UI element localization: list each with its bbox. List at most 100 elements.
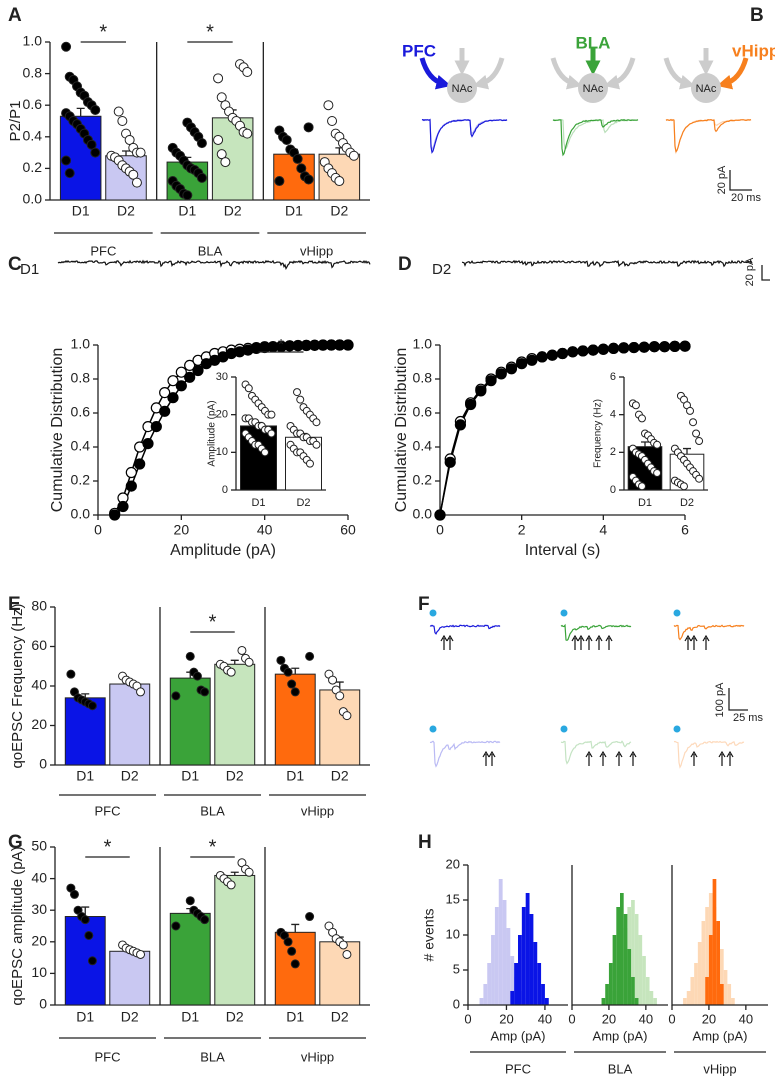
histogram-bar bbox=[697, 942, 702, 1005]
input-label: vHipp bbox=[732, 41, 775, 60]
histogram-bar bbox=[506, 928, 511, 1005]
y-tick-label: 0 bbox=[222, 484, 228, 496]
x-tick-label: D2 bbox=[117, 203, 135, 219]
y-tick-label: 0.8 bbox=[23, 64, 43, 80]
data-point bbox=[637, 414, 646, 423]
significance-label: * bbox=[206, 21, 214, 43]
data-point bbox=[692, 429, 701, 438]
histogram-bar bbox=[631, 900, 635, 1005]
x-tick-label: D2 bbox=[226, 1009, 244, 1025]
light-pulse bbox=[429, 609, 437, 617]
histogram-bar bbox=[720, 984, 724, 1005]
group-label: vHipp bbox=[300, 243, 333, 258]
y-tick-label: 0 bbox=[610, 484, 616, 496]
data-point bbox=[434, 509, 446, 521]
histogram-bar bbox=[638, 935, 643, 1005]
data-point bbox=[125, 466, 137, 479]
data-point bbox=[244, 657, 254, 667]
data-point bbox=[653, 469, 662, 478]
histogram-bar bbox=[631, 977, 635, 1005]
histogram-bar bbox=[494, 907, 499, 1005]
data-point bbox=[87, 956, 97, 966]
x-tick-label: D1 bbox=[285, 203, 303, 219]
trace bbox=[429, 624, 501, 635]
data-point bbox=[135, 147, 146, 158]
data-point bbox=[695, 474, 704, 483]
light-pulse bbox=[673, 725, 681, 733]
event-arrow bbox=[615, 750, 623, 766]
histogram-bar bbox=[510, 991, 515, 1005]
input-label: PFC bbox=[402, 41, 436, 60]
y-tick-label: 0 bbox=[39, 996, 47, 1012]
y-tick-label: 4 bbox=[610, 409, 616, 421]
x-tick-label: D2 bbox=[296, 497, 310, 509]
data-point bbox=[64, 168, 75, 179]
scale-bar bbox=[761, 265, 770, 281]
x-tick-label: 2 bbox=[518, 522, 526, 538]
group-label: vHipp bbox=[703, 1061, 736, 1076]
x-tick-label: D2 bbox=[331, 1009, 349, 1025]
y-tick-label: 0.4 bbox=[71, 438, 91, 454]
bar bbox=[319, 941, 361, 1006]
data-point bbox=[695, 437, 704, 446]
significance-label: * bbox=[104, 836, 112, 858]
data-point bbox=[131, 177, 142, 188]
data-point bbox=[175, 380, 187, 392]
event-arrow bbox=[482, 750, 490, 766]
bar bbox=[214, 874, 256, 1006]
light-pulse bbox=[560, 725, 568, 733]
data-point bbox=[628, 341, 640, 354]
data-point bbox=[242, 67, 253, 78]
y-tick-label: 10 bbox=[31, 964, 47, 980]
histogram-bar bbox=[541, 984, 545, 1005]
y-axis-title: Frequency (Hz) bbox=[593, 399, 604, 468]
histogram-bar bbox=[642, 956, 646, 1005]
x-tick-label: D2 bbox=[121, 768, 139, 784]
histogram-bar bbox=[498, 879, 503, 1005]
y-axis-title: # events bbox=[421, 909, 437, 962]
group-label: PFC bbox=[95, 1049, 121, 1064]
nac-node bbox=[578, 73, 608, 103]
trace bbox=[461, 259, 753, 268]
y-tick-label: 0.0 bbox=[413, 506, 433, 522]
histogram-bar bbox=[533, 942, 538, 1005]
event-arrow bbox=[684, 634, 692, 650]
input-label: BLA bbox=[576, 33, 611, 52]
y-tick-label: 30 bbox=[31, 901, 47, 917]
x-tick-label: D2 bbox=[224, 203, 242, 219]
data-point bbox=[312, 418, 321, 427]
x-axis-title: Interval (s) bbox=[525, 542, 601, 559]
data-point bbox=[136, 687, 146, 697]
trace bbox=[57, 259, 371, 271]
x-axis-title: Amp (pA) bbox=[593, 1028, 648, 1043]
y-tick-label: 1.0 bbox=[23, 33, 43, 49]
bar bbox=[214, 663, 256, 766]
data-point bbox=[679, 482, 688, 491]
x-tick-label: 4 bbox=[599, 522, 607, 538]
histogram-bar bbox=[627, 949, 632, 1005]
y-tick-label: 60 bbox=[31, 637, 47, 653]
histogram-bar bbox=[483, 984, 488, 1005]
data-point bbox=[242, 128, 253, 139]
data-point bbox=[334, 176, 345, 187]
input-arrow bbox=[663, 57, 696, 90]
data-point bbox=[220, 157, 231, 168]
data-point bbox=[290, 959, 300, 969]
y-tick-label: 1.0 bbox=[71, 336, 91, 352]
histogram-bar bbox=[694, 963, 698, 1005]
x-tick-label: 60 bbox=[340, 522, 356, 538]
y-axis-title: Amplitude (pA) bbox=[207, 400, 218, 466]
histogram-bar bbox=[521, 907, 526, 1005]
data-point bbox=[226, 667, 236, 677]
data-point bbox=[637, 482, 646, 491]
y-tick-label: 50 bbox=[31, 838, 47, 854]
histogram-bar bbox=[645, 977, 650, 1005]
panel-label: D bbox=[398, 254, 412, 275]
data-point bbox=[587, 344, 599, 356]
histogram-bar bbox=[487, 963, 492, 1005]
data-point bbox=[303, 122, 314, 133]
y-tick-label: 0 bbox=[453, 996, 460, 1011]
data-point bbox=[237, 645, 247, 655]
x-axis-title: Amp (pA) bbox=[693, 1028, 748, 1043]
histogram-bar bbox=[634, 998, 639, 1005]
